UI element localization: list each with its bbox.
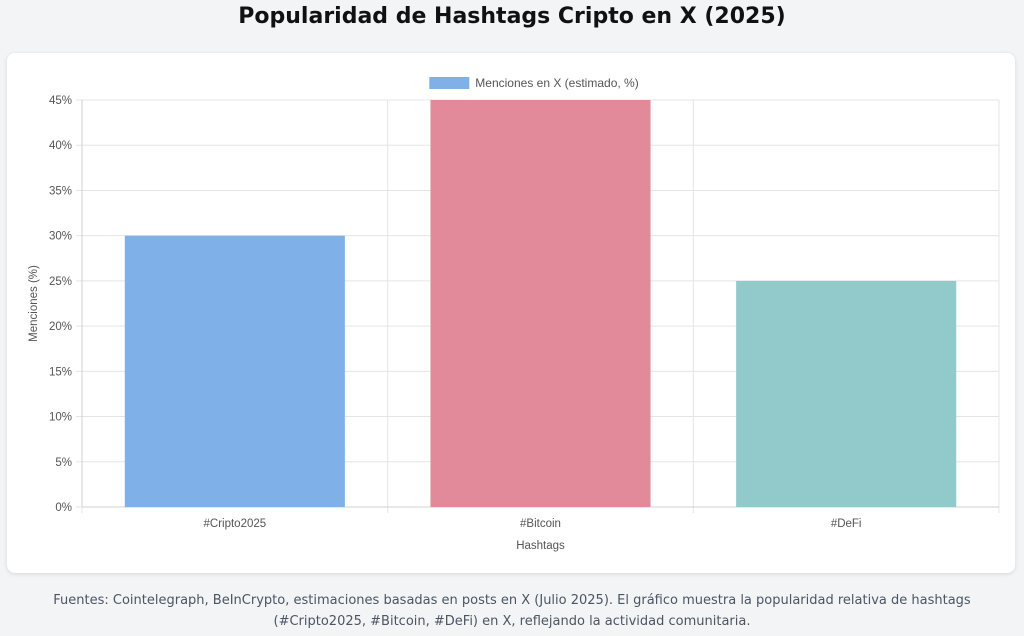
bar [430, 100, 651, 507]
legend-swatch [429, 77, 470, 89]
y-tick-label: 30% [49, 231, 72, 243]
x-tick-label: #Cripto2025 [204, 518, 267, 530]
x-tick-label: #DeFi [831, 518, 862, 530]
legend-label: Menciones en X (estimado, %) [475, 76, 638, 90]
y-tick-label: 25% [49, 276, 72, 288]
y-tick-label: 45% [49, 95, 72, 107]
y-tick-label: 20% [49, 321, 72, 333]
y-tick-label: 35% [49, 185, 72, 197]
x-axis-title: Hashtags [516, 540, 565, 552]
x-tick-label: #Bitcoin [520, 518, 561, 530]
y-tick-label: 5% [55, 457, 72, 469]
y-tick-label: 10% [49, 412, 72, 424]
y-tick-label: 0% [55, 502, 72, 514]
y-axis-title: Menciones (%) [28, 265, 40, 342]
y-tick-label: 40% [49, 140, 72, 152]
chart-card: 0% 5% 10% 15% 20% 25% 30% 35% 40% 45% #Cripto2025 #… [7, 53, 1015, 573]
bar [124, 235, 345, 507]
bar-chart: 0% 5% 10% 15% 20% 25% 30% 35% 40% 45% #Cripto2025 #… [28, 76, 1000, 552]
bar [736, 280, 957, 507]
page-title: Popularidad de Hashtags Cripto en X (202… [238, 4, 786, 29]
chart-caption: Fuentes: Cointelegraph, BeInCrypto, esti… [53, 593, 971, 629]
y-tick-label: 15% [49, 366, 72, 378]
